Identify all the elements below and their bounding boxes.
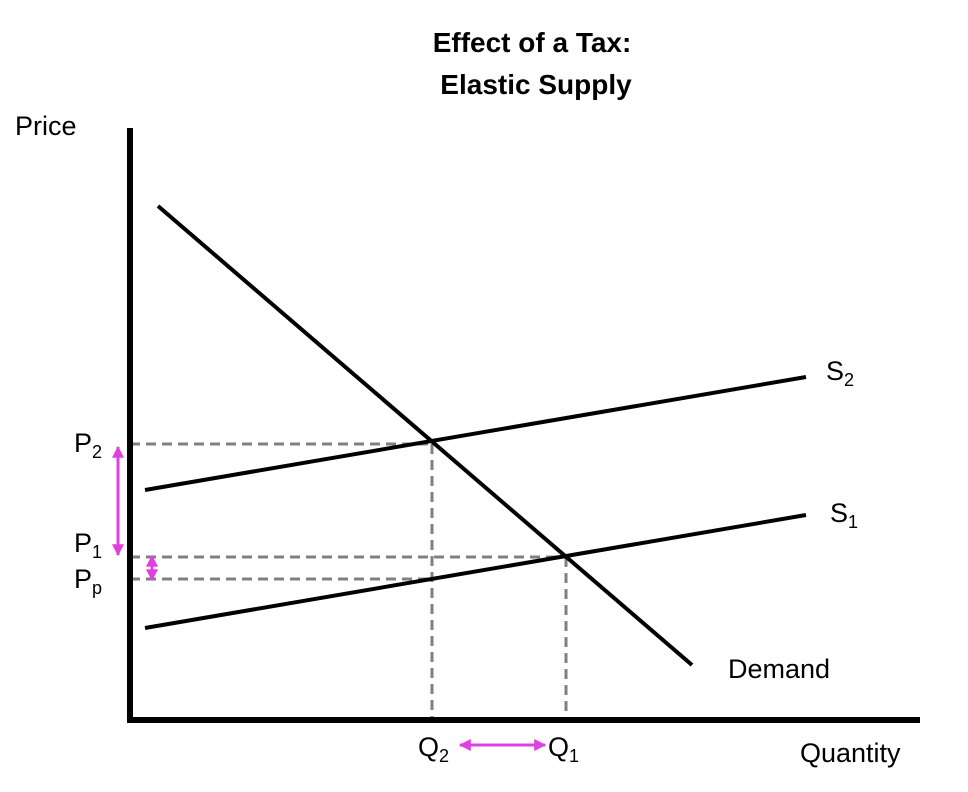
label-sub: 2	[439, 746, 449, 766]
p1-label: P1	[74, 528, 102, 562]
pp-label: Pp	[74, 564, 102, 598]
y-axis-label: Price	[15, 111, 77, 141]
label-sub: p	[92, 578, 102, 598]
label-main: S	[826, 356, 844, 386]
q2-label: Q2	[418, 732, 449, 766]
label-main: P	[74, 428, 92, 458]
supply-curve-1	[144, 513, 807, 630]
label-main: Q	[548, 732, 569, 762]
label-sub: 1	[92, 542, 102, 562]
label-sub: 1	[569, 746, 579, 766]
supply-curve-2	[144, 375, 807, 492]
label-sub: 1	[848, 512, 858, 532]
title-line: Effect of a Tax:	[433, 27, 632, 58]
demand-curve	[156, 204, 694, 667]
curves	[144, 204, 807, 667]
guide-lines	[130, 442, 568, 720]
title-line: Elastic Supply	[440, 69, 632, 100]
label-main: Q	[418, 732, 439, 762]
label-sub: 2	[92, 442, 102, 462]
demand-label: Demand	[728, 654, 830, 684]
label-main: P	[74, 564, 92, 594]
label-main: S	[830, 498, 848, 528]
s1-label: S1	[830, 498, 858, 532]
p2-label: P2	[74, 428, 102, 462]
label-sub: 2	[844, 370, 854, 390]
arrows	[112, 445, 547, 751]
x-axis-label: Quantity	[800, 738, 901, 768]
label-main: P	[74, 528, 92, 558]
q1-label: Q1	[548, 732, 579, 766]
s2-label: S2	[826, 356, 854, 390]
